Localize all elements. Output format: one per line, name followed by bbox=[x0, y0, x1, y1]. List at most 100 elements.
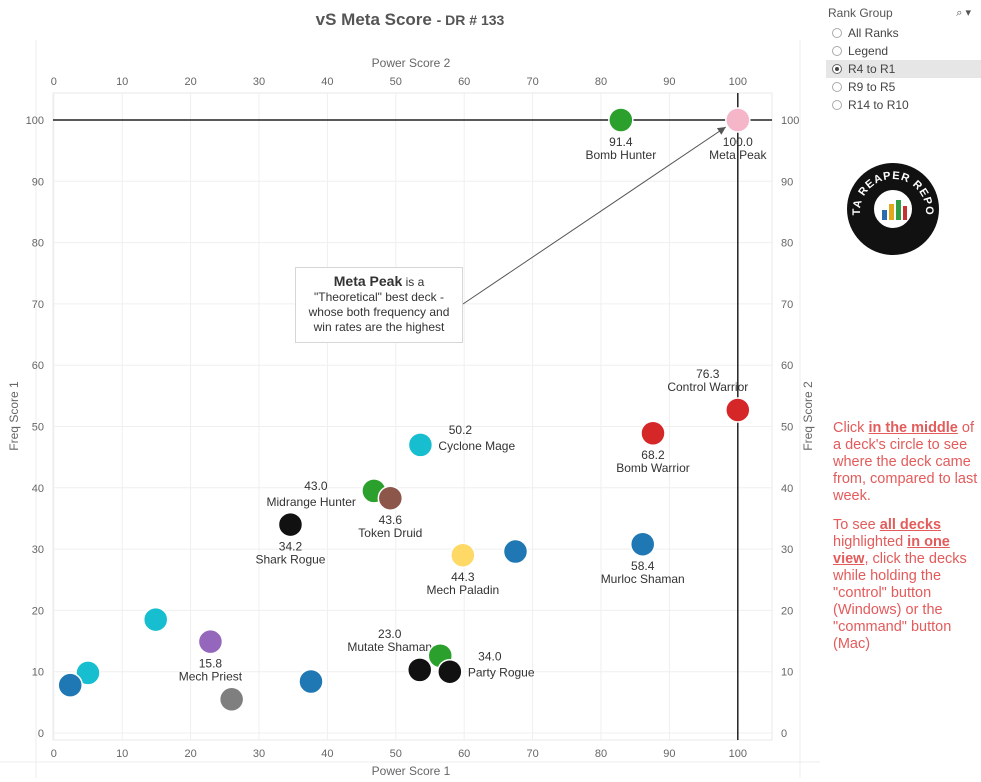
deck-score-label: 91.4 bbox=[609, 135, 633, 149]
x-tick-label-bottom: 90 bbox=[663, 748, 675, 760]
x-axis-title-bottom: Power Score 1 bbox=[372, 764, 451, 778]
radio-icon[interactable] bbox=[832, 28, 842, 38]
deck-score-label: 34.2 bbox=[279, 540, 303, 554]
x-tick-label-top: 80 bbox=[595, 76, 607, 88]
meta-peak-annotation: Meta Peak is a "Theoretical" best deck -… bbox=[295, 267, 463, 343]
deck-point[interactable] bbox=[629, 531, 656, 557]
x-tick-label-top: 30 bbox=[253, 76, 265, 88]
x-tick-label-top: 50 bbox=[390, 76, 402, 88]
deck-point[interactable] bbox=[407, 432, 434, 458]
x-tick-label-top: 100 bbox=[729, 76, 747, 88]
y-tick-label-right: 0 bbox=[781, 728, 787, 740]
deck-point[interactable] bbox=[142, 606, 169, 633]
deck-point[interactable] bbox=[502, 538, 529, 565]
x-tick-label-top: 40 bbox=[321, 76, 333, 88]
deck-name-label: Meta Peak bbox=[709, 148, 767, 162]
annotation-line4: win rates are the highest bbox=[313, 320, 445, 334]
y-tick-label-right: 70 bbox=[781, 299, 793, 311]
data-reaper-logo: DATA REAPER REPORT bbox=[842, 153, 940, 256]
y-tick-label-left: 70 bbox=[32, 299, 44, 311]
radio-icon[interactable] bbox=[832, 64, 842, 74]
rank-option-2[interactable]: R4 to R1 bbox=[826, 60, 981, 78]
x-tick-label-bottom: 60 bbox=[458, 748, 470, 760]
deck-score-label: 68.2 bbox=[641, 448, 665, 462]
rank-option-label: R4 to R1 bbox=[848, 62, 896, 76]
scatter-chart[interactable]: 0010102020303040405050606070708080909010… bbox=[0, 0, 820, 782]
x-tick-label-bottom: 80 bbox=[595, 748, 607, 760]
deck-score-label: 43.6 bbox=[379, 513, 403, 527]
rank-option-4[interactable]: R14 to R10 bbox=[826, 96, 981, 114]
y-tick-label-left: 10 bbox=[32, 667, 44, 679]
deck-point[interactable] bbox=[197, 628, 224, 655]
dropdown-icon[interactable]: ▾ bbox=[965, 7, 971, 19]
chart-title: vS Meta Score - DR # 133 bbox=[0, 10, 820, 30]
chart-title-sub: - DR # 133 bbox=[436, 12, 505, 28]
y-tick-label-left: 30 bbox=[32, 544, 44, 556]
x-tick-label-top: 10 bbox=[116, 76, 128, 88]
chart-title-main: vS Meta Score bbox=[315, 10, 432, 29]
y-tick-label-left: 90 bbox=[32, 176, 44, 188]
radio-icon[interactable] bbox=[832, 100, 842, 110]
deck-score-label: 34.0 bbox=[478, 650, 502, 664]
y-tick-label-right: 60 bbox=[781, 360, 793, 372]
rank-option-1[interactable]: Legend bbox=[826, 42, 981, 60]
deck-score-label: 15.8 bbox=[199, 657, 223, 671]
deck-point[interactable] bbox=[218, 686, 245, 713]
filter-options: All Ranks Legend R4 to R1 R9 to R5 R14 to R1… bbox=[826, 24, 981, 114]
deck-score-label: 100.0 bbox=[723, 135, 753, 149]
x-tick-label-bottom: 50 bbox=[390, 748, 402, 760]
deck-point[interactable] bbox=[437, 658, 463, 685]
deck-score-label: 43.0 bbox=[304, 479, 328, 493]
deck-name-label: Mech Priest bbox=[179, 670, 243, 684]
deck-name-label: Control Warrior bbox=[667, 380, 748, 394]
deck-name-label: Mutate Shaman bbox=[347, 640, 432, 654]
y-tick-label-right: 80 bbox=[781, 238, 793, 250]
rank-option-label: R14 to R10 bbox=[848, 98, 909, 112]
y-tick-label-right: 100 bbox=[781, 115, 799, 127]
y-tick-label-left: 50 bbox=[32, 422, 44, 434]
deck-point[interactable] bbox=[75, 660, 101, 686]
deck-point[interactable] bbox=[608, 107, 634, 133]
deck-point[interactable] bbox=[406, 657, 433, 683]
rank-option-3[interactable]: R9 to R5 bbox=[826, 78, 981, 96]
x-tick-label-top: 60 bbox=[458, 76, 470, 88]
instructions-p2: To see all decks highlighted in one view… bbox=[833, 517, 967, 652]
search-icon[interactable]: ⌕ bbox=[956, 7, 963, 19]
x-tick-label-top: 20 bbox=[184, 76, 196, 88]
x-tick-label-bottom: 30 bbox=[253, 748, 265, 760]
y-tick-label-left: 40 bbox=[32, 483, 44, 495]
deck-score-label: 76.3 bbox=[696, 367, 720, 381]
x-tick-label-bottom: 0 bbox=[51, 748, 57, 760]
deck-point[interactable] bbox=[57, 672, 83, 698]
deck-name-label: Bomb Warrior bbox=[616, 461, 690, 475]
y-tick-label-right: 10 bbox=[781, 667, 793, 679]
instructions-p1: Click in the middle of a deck's circle t… bbox=[833, 420, 978, 504]
y-tick-label-left: 80 bbox=[32, 238, 44, 250]
x-tick-label-bottom: 70 bbox=[526, 748, 538, 760]
deck-point[interactable] bbox=[277, 511, 304, 538]
annotation-line3: whose both frequency and bbox=[308, 305, 450, 319]
deck-name-label: Murloc Shaman bbox=[601, 572, 685, 586]
y-tick-label-right: 20 bbox=[781, 605, 793, 617]
deck-point[interactable] bbox=[725, 107, 751, 133]
x-tick-label-top: 70 bbox=[526, 76, 538, 88]
plot-area bbox=[52, 92, 773, 741]
rank-option-label: All Ranks bbox=[848, 26, 899, 40]
deck-point[interactable] bbox=[640, 420, 666, 446]
annotation-line1: is a bbox=[402, 275, 425, 289]
radio-icon[interactable] bbox=[832, 82, 842, 92]
deck-score-label: 50.2 bbox=[449, 423, 473, 437]
y-tick-label-left: 60 bbox=[32, 360, 44, 372]
deck-point[interactable] bbox=[377, 485, 404, 511]
y-axis-title-left: Freq Score 1 bbox=[7, 381, 21, 451]
annotation-arrowhead bbox=[716, 127, 726, 135]
rank-option-0[interactable]: All Ranks bbox=[826, 24, 981, 42]
deck-point[interactable] bbox=[298, 668, 324, 695]
y-tick-label-right: 30 bbox=[781, 544, 793, 556]
radio-icon[interactable] bbox=[832, 46, 842, 56]
x-tick-label-bottom: 40 bbox=[321, 748, 333, 760]
deck-point[interactable] bbox=[450, 542, 476, 568]
y-tick-label-left: 0 bbox=[38, 728, 44, 740]
deck-point[interactable] bbox=[725, 397, 751, 423]
filter-controls: ⌕ ▾ bbox=[956, 6, 971, 20]
